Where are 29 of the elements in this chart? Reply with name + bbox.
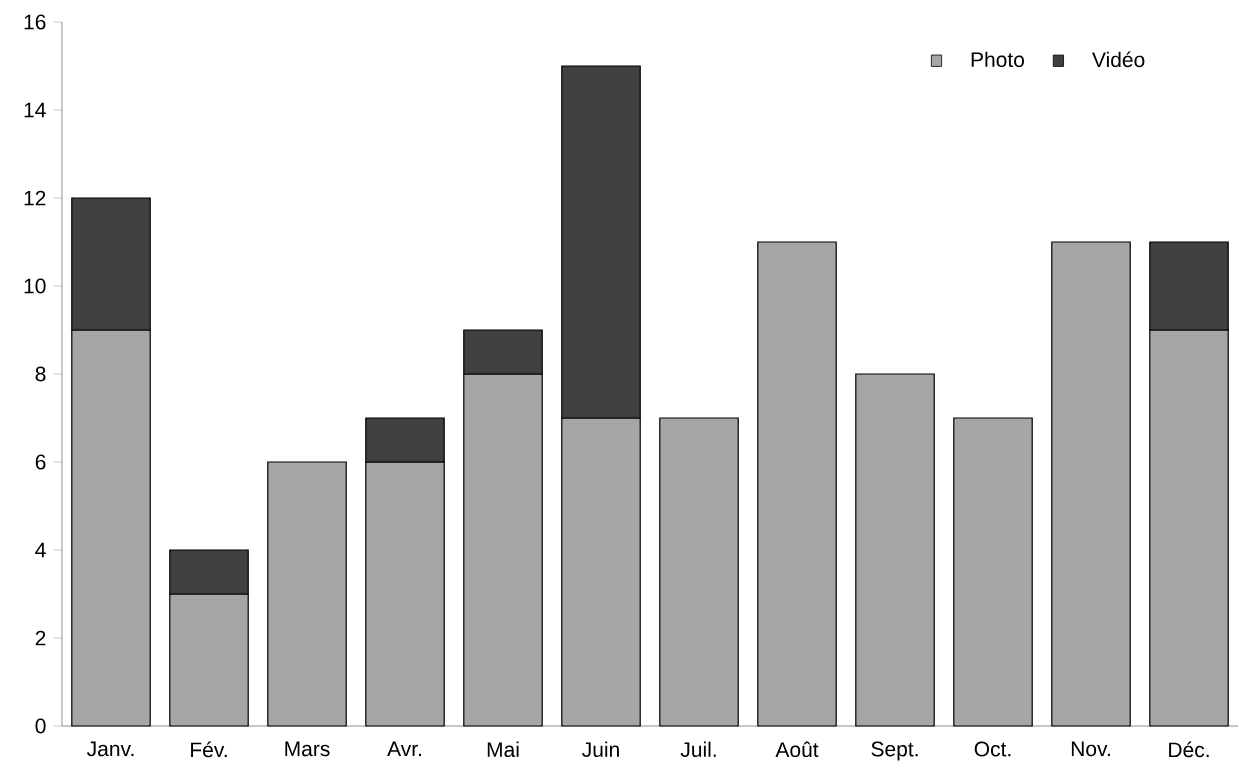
- bar: [1051, 241, 1131, 727]
- bar: [659, 417, 739, 727]
- bar: [267, 461, 347, 727]
- x-tick-label: Oct.: [974, 741, 1011, 757]
- x-tick-label: Avr.: [387, 741, 421, 757]
- y-tick-label: 16: [24, 14, 46, 30]
- y-tick-label: 0: [35, 718, 46, 734]
- bar: [757, 241, 837, 727]
- x-tick-label: Juil.: [680, 741, 716, 758]
- x-tick-label: Sept.: [871, 741, 918, 761]
- y-tick-label: 2: [35, 630, 46, 646]
- y-tick-label: 14: [24, 102, 46, 118]
- bar: [953, 417, 1033, 727]
- bar: [855, 373, 935, 727]
- y-tick-label: 6: [35, 454, 46, 470]
- x-tick-label: Août: [775, 741, 819, 758]
- x-tick-label: Nov.: [1071, 741, 1110, 757]
- x-tick-label: Janv.: [87, 741, 134, 757]
- x-tick-label: Mars: [285, 741, 330, 757]
- x-tick-label: Fév.: [191, 741, 227, 758]
- y-tick-label: 10: [24, 278, 46, 294]
- x-tick-label: Mai: [487, 741, 519, 758]
- y-tick-label: 8: [35, 366, 46, 382]
- legend-label: Photo: [971, 51, 1025, 68]
- x-tick-label: Déc.: [1169, 741, 1209, 758]
- y-tick-label: 12: [24, 190, 46, 206]
- legend-label: Vidéo: [1092, 51, 1145, 68]
- y-tick-label: 4: [35, 542, 46, 558]
- x-tick-label: Juin: [582, 741, 619, 758]
